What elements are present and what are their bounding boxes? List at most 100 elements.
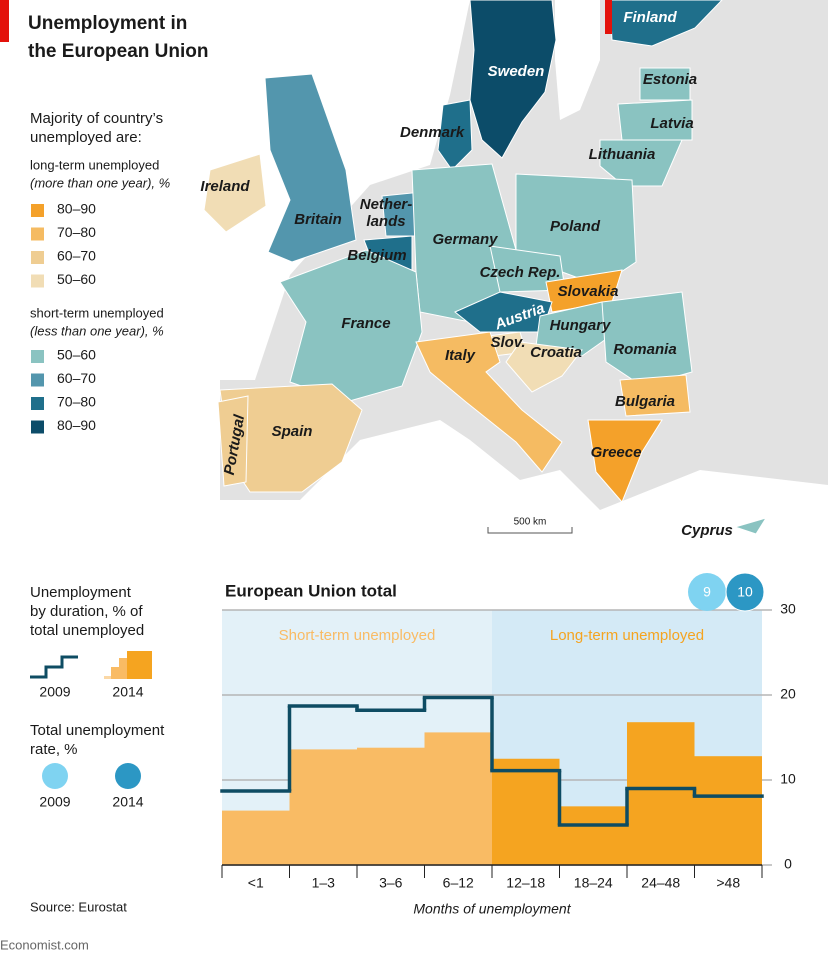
legend-heading: Total unemployment [30,722,165,739]
country-label: Slovakia [558,283,619,300]
legend-note: (less than one year), % [30,323,164,338]
chart-title: European Union total [225,581,397,600]
country [599,139,683,187]
legend-label: 2009 [39,794,70,810]
legend-label: 70–80 [57,224,96,240]
bar [222,810,290,865]
country-label: Britain [294,211,342,228]
x-axis-label: Months of unemployment [413,901,571,917]
country-label: Poland [550,218,601,235]
map [203,0,828,545]
country-label: Italy [445,347,476,364]
bar [289,749,357,865]
legend-heading: Majority of country’s [30,110,163,127]
country-label: Romania [613,341,676,358]
x-tick-label: 12–18 [506,875,545,891]
x-tick-label: 24–48 [641,875,680,891]
legend-note: (more than one year), % [30,175,170,190]
country [415,331,563,473]
legend-label: 2009 [39,684,70,700]
country-label: Germany [432,231,498,248]
country-label: Czech Rep. [480,264,561,281]
y-tick-label: 30 [780,601,796,617]
country [733,517,768,535]
legend-label: 60–70 [57,370,96,386]
title: the European Union [28,41,209,62]
bar [492,758,560,865]
rate-value: 10 [737,584,753,600]
bar [424,732,492,865]
legend-circle [115,763,141,789]
legend-swatch [31,204,44,217]
country [279,249,423,403]
legend-group: long-term unemployed [30,157,159,172]
country [437,99,473,171]
legend-label: 2014 [112,794,143,810]
legend-swatch [31,227,44,241]
country [617,99,693,141]
country [505,341,583,393]
accent [605,0,612,34]
scale-label: 500 km [514,517,547,528]
sea [220,420,828,545]
title: Unemployment in [28,13,187,34]
legend-bar-icon [111,667,119,679]
legend-label: 70–80 [57,394,96,410]
legend-swatch [31,251,44,264]
x-tick-label: 18–24 [574,875,613,891]
legend-heading: unemployed are: [30,129,142,146]
country-label: Belgium [347,247,406,264]
country-label: Spain [272,423,313,440]
credit: Economist.com [0,937,89,952]
sea [555,0,600,120]
accent [0,0,9,42]
legend-heading: rate, % [30,741,78,758]
x-tick-label: 3–6 [379,875,403,891]
x-tick-label: <1 [248,875,264,891]
country [469,0,557,159]
legend-circle [42,763,68,789]
y-tick-label: 10 [780,771,796,787]
legend-bar-icon [127,651,152,679]
legend-label: 80–90 [57,417,96,433]
country-label: lands [366,213,405,230]
y-tick-label: 20 [780,686,796,702]
country-label: Estonia [643,71,697,88]
x-tick-label: 6–12 [443,875,474,891]
x-tick-label: >48 [716,875,740,891]
scale-bar [487,527,573,534]
country-label: Cyprus [681,522,733,539]
legend-label: 2014 [112,684,143,700]
country-label: Finland [623,9,677,26]
bar [694,756,762,865]
bar [357,747,425,865]
legend-bar-icon [104,676,111,679]
legend-bar-icon [119,658,127,679]
country-label: Latvia [650,115,693,132]
legend-swatch [31,397,44,410]
legend-swatch [31,373,44,387]
country-label: Lithuania [589,146,656,163]
bar [627,722,695,865]
country [264,73,357,263]
y-tick-label: 0 [784,856,792,872]
legend-swatch [31,420,44,434]
legend-label: 50–60 [57,271,96,287]
country [217,395,249,487]
country-label: Nether- [360,196,413,213]
rate-value: 9 [703,584,711,600]
country-label: Greece [591,444,642,461]
region-label: Long-term unemployed [550,627,704,644]
rate-bubble [688,573,726,611]
country-label: France [341,315,390,332]
legend-swatch [31,350,44,363]
country-label: Slov. [490,334,525,351]
legend-label: 80–90 [57,201,96,217]
country-label: Bulgaria [615,393,675,410]
legend-step [30,655,78,679]
country [619,374,691,417]
country [535,301,617,357]
legend-label: 60–70 [57,248,96,264]
country [587,419,663,503]
